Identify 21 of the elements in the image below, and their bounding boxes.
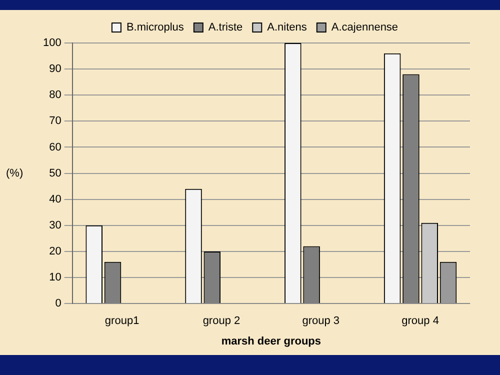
legend-label: A.cajennense xyxy=(331,22,398,34)
y-tick-label: 100 xyxy=(42,37,62,50)
y-axis-title: (%) xyxy=(6,167,24,180)
y-tick-label: 80 xyxy=(49,89,62,102)
y-tick-label: 60 xyxy=(49,141,62,154)
x-tick-label: group 2 xyxy=(202,315,240,328)
y-tick-label: 50 xyxy=(49,167,62,180)
legend-label: B.microplus xyxy=(126,22,184,34)
y-tick-label: 0 xyxy=(55,298,62,310)
legend-label: A.triste xyxy=(208,22,243,34)
y-tick-label: 40 xyxy=(49,193,62,206)
y-tick-label: 90 xyxy=(49,63,62,76)
legend-label: A.nitens xyxy=(267,22,308,34)
x-axis-title: marsh deer groups xyxy=(221,335,321,348)
y-tick-label: 70 xyxy=(49,115,62,128)
y-tick-label: 10 xyxy=(49,272,62,284)
x-tick-label: group 4 xyxy=(402,315,439,328)
y-tick-label: 20 xyxy=(49,246,62,258)
y-tick-label: 30 xyxy=(49,219,62,232)
x-tick-label: group 3 xyxy=(302,315,340,328)
x-tick-label: group1 xyxy=(104,315,140,328)
